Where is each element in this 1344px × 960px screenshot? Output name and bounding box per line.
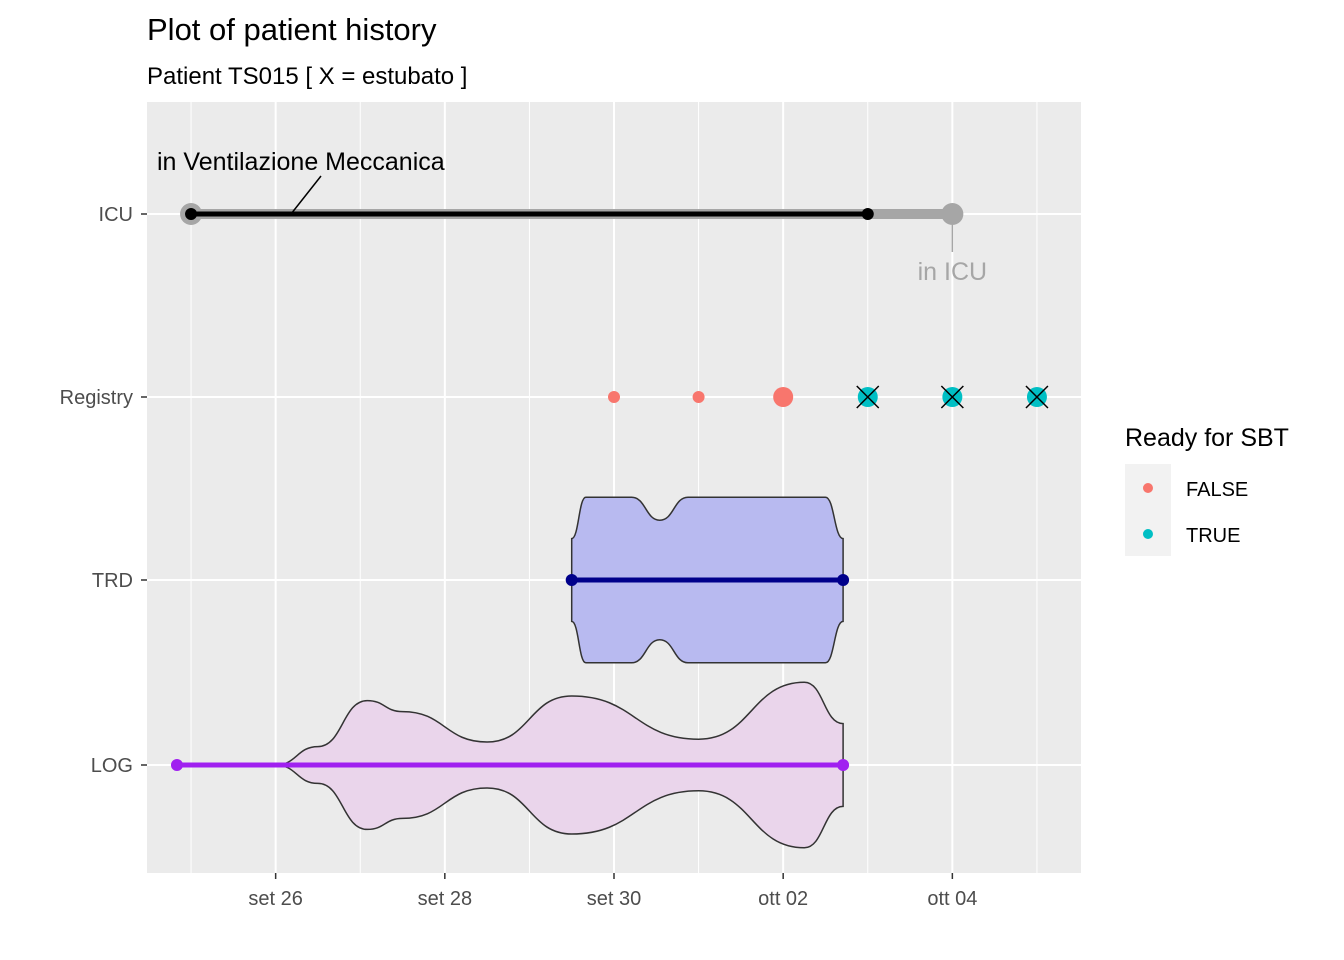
x-tick-label: set 28 <box>418 888 472 910</box>
registry-track <box>608 385 1049 409</box>
minor-gridlines <box>190 102 1038 873</box>
legend-key-background <box>1125 464 1171 556</box>
chart-header: Plot of patient history Patient TS015 [ … <box>147 12 467 90</box>
y-axis: LOG TRD Registry ICU <box>60 204 147 777</box>
legend-key <box>1143 529 1153 539</box>
legend: Ready for SBT FALSE TRUE <box>1125 424 1289 556</box>
y-tick-label: TRD <box>92 570 133 592</box>
chart-title: Plot of patient history <box>147 12 437 47</box>
x-tick-label: ott 02 <box>758 888 808 910</box>
trd-start-point <box>565 574 578 586</box>
icu-track: in Ventilazione Meccanica in ICU <box>157 148 987 286</box>
extubation-x-marker <box>1025 385 1049 409</box>
legend-key <box>1143 483 1153 493</box>
ventilation-start-point <box>185 208 198 220</box>
registry-point-false <box>608 391 620 403</box>
x-tick-label: ott 04 <box>927 888 977 910</box>
log-start-point <box>170 759 183 771</box>
x-axis: set 26 set 28 set 30 ott 02 ott 04 <box>248 873 977 910</box>
x-tick-label: set 30 <box>587 888 641 910</box>
y-tick-label: Registry <box>60 387 133 409</box>
legend-label: FALSE <box>1186 479 1248 501</box>
ventilation-label-leader <box>290 175 322 215</box>
extubation-x-marker <box>856 385 880 409</box>
trd-end-point <box>837 574 850 586</box>
icu-end-point <box>941 203 964 225</box>
y-tick-label: LOG <box>91 755 133 777</box>
ventilation-end-point <box>861 208 874 220</box>
icu-label: in ICU <box>918 258 987 286</box>
ventilation-label: in Ventilazione Meccanica <box>157 148 445 176</box>
extubation-x-marker <box>940 385 964 409</box>
registry-point-false <box>773 387 794 407</box>
log-track <box>170 681 850 849</box>
legend-label: TRUE <box>1186 525 1240 547</box>
registry-point-false <box>692 391 705 403</box>
legend-title: Ready for SBT <box>1125 424 1289 452</box>
y-tick-label: ICU <box>99 204 133 226</box>
trd-track <box>565 496 850 664</box>
x-tick-label: set 26 <box>248 888 302 910</box>
log-end-point <box>837 759 850 771</box>
chart-subtitle: Patient TS015 [ X = estubato ] <box>147 63 467 90</box>
